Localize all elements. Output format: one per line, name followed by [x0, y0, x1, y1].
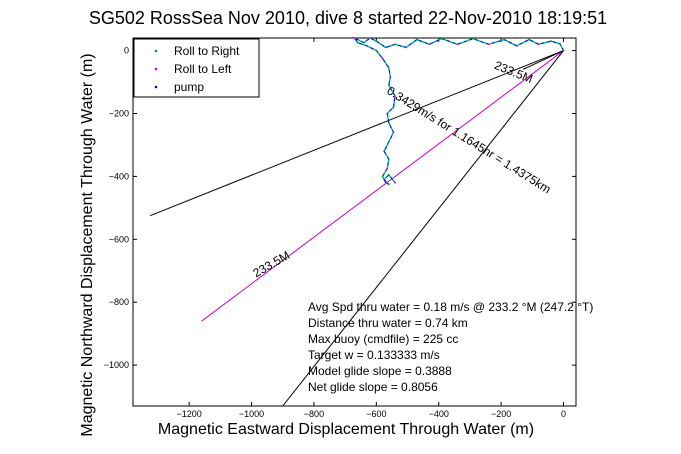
track-point [387, 140, 390, 143]
track-point [366, 44, 368, 47]
track-point [550, 40, 552, 43]
track-point [387, 158, 390, 160]
x-tick-label: −1200 [177, 409, 202, 419]
track-point [428, 43, 431, 46]
heading-line [201, 50, 564, 322]
track-point [392, 131, 395, 134]
annotations: Avg Spd thru water = 0.18 m/s @ 233.2 °M… [308, 300, 593, 394]
line-label: 233.5M [492, 58, 534, 86]
track-point [528, 38, 531, 41]
track-point [503, 38, 506, 41]
legend-entry: pump [174, 80, 204, 94]
legend-entry: Roll to Left [174, 62, 232, 76]
y-axis-label: Magnetic Northward Displacement Through … [79, 53, 96, 436]
track-point [515, 44, 518, 47]
track-point [375, 49, 378, 52]
x-tick-label: −400 [429, 409, 449, 419]
x-tick-label: −1000 [239, 409, 264, 419]
track-point [456, 43, 459, 46]
track-point [387, 122, 390, 124]
y-tick-label: −600 [109, 234, 129, 244]
track-point [384, 46, 387, 49]
annotation-line: Model glide slope = 0.3888 [308, 364, 452, 378]
track-point [387, 66, 390, 69]
track-point [472, 37, 474, 40]
x-tick-label: 0 [561, 409, 566, 419]
y-tick-label: 0 [124, 46, 129, 56]
x-axis-label: Magnetic Eastward Displacement Through W… [158, 421, 534, 438]
y-tick-label: −800 [109, 297, 129, 307]
track-point [392, 106, 395, 109]
track-point [383, 178, 386, 181]
legend-marker [154, 67, 158, 71]
annotation-line: Avg Spd thru water = 0.18 m/s @ 233.2 °M… [308, 300, 593, 314]
track-point [383, 150, 386, 153]
track-point [562, 49, 565, 52]
track-point [405, 46, 407, 49]
axis-ticks: −1200 −1000 −800 −600 −400 −200 0 0 −200 −400 −600… [104, 38, 576, 419]
chart-title: SG502 RossSea Nov 2010, dive 8 started 2… [89, 8, 607, 28]
track-point [394, 95, 396, 98]
legend-marker [154, 85, 158, 89]
track-point [440, 37, 443, 40]
y-tick-label: −1000 [104, 360, 129, 370]
y-tick-label: −400 [109, 171, 129, 181]
glider-track [352, 36, 565, 185]
track-point [381, 175, 384, 178]
track-point [487, 43, 490, 46]
track-point [387, 183, 390, 186]
x-tick-label: −200 [491, 409, 511, 419]
track-point [387, 84, 390, 87]
legend: Roll to Right Roll to Left pump [133, 38, 260, 98]
x-tick-label: −800 [304, 409, 324, 419]
pump-track [353, 36, 564, 185]
track-point [387, 173, 390, 176]
heading-line [282, 50, 564, 407]
track-point [381, 57, 384, 60]
x-tick-label: −600 [366, 409, 386, 419]
heading-line [149, 50, 564, 217]
track-point [375, 40, 378, 43]
track-point [389, 76, 392, 79]
track-point [356, 41, 359, 44]
line-label: 0.3429m/s for 1.1645hr = 1.4375km [384, 84, 553, 197]
track-point [394, 181, 396, 184]
track-point [415, 38, 418, 41]
track-point [353, 37, 356, 39]
track-point [386, 167, 389, 170]
legend-entry: Roll to Right [174, 44, 240, 58]
annotation-line: Max buoy (cmdfile) = 225 cc [308, 332, 458, 346]
y-tick-label: −200 [109, 108, 129, 118]
annotation-line: Target w = 0.133333 m/s [308, 348, 440, 362]
track-point [394, 43, 396, 46]
track-point [386, 112, 389, 115]
track-point [537, 43, 540, 46]
track-point [558, 42, 561, 45]
track-point [362, 41, 365, 44]
line-label: 233.5M [251, 248, 293, 280]
annotation-line: Distance thru water = 0.74 km [308, 316, 468, 330]
annotation-line: Net glide slope = 0.8056 [308, 380, 438, 394]
legend-box [133, 38, 260, 98]
track-point [384, 181, 387, 184]
track-point [369, 37, 371, 39]
legend-marker [154, 49, 158, 53]
